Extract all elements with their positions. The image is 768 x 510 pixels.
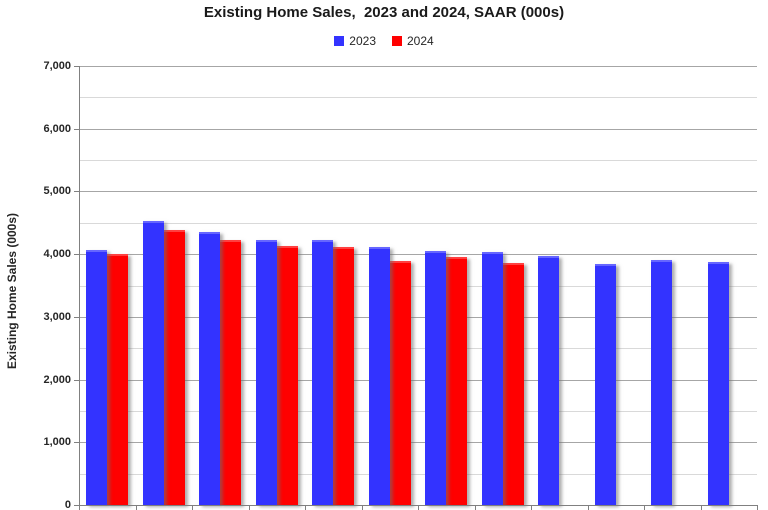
y-tick-label: 6,000 xyxy=(43,122,71,135)
legend-swatch-2024 xyxy=(392,36,402,46)
x-tick-mark xyxy=(757,505,758,510)
bar-2023 xyxy=(142,220,164,505)
y-tick-label: 5,000 xyxy=(43,185,71,198)
major-gridline xyxy=(79,66,757,67)
y-tick-mark xyxy=(74,128,79,130)
minor-gridline xyxy=(79,285,757,287)
major-gridline xyxy=(79,316,757,318)
bar-2024 xyxy=(276,246,298,505)
x-tick-mark xyxy=(531,505,532,510)
minor-gridline xyxy=(79,410,757,412)
y-tick-mark xyxy=(74,191,79,193)
bar-2024 xyxy=(107,254,129,505)
bar-2023 xyxy=(86,249,108,505)
bar-2024 xyxy=(389,261,411,505)
bar-2023 xyxy=(368,247,390,505)
x-tick-mark xyxy=(700,505,702,510)
y-tick-mark xyxy=(74,379,79,381)
bar-2024 xyxy=(333,247,355,505)
bar-2023 xyxy=(481,251,503,505)
y-tick-label: 4,000 xyxy=(43,248,71,261)
bar-2024 xyxy=(163,230,185,505)
minor-gridline xyxy=(79,160,757,162)
bar-2024 xyxy=(446,257,468,505)
minor-gridline xyxy=(79,97,757,99)
bar-2023 xyxy=(199,232,221,505)
y-tick-label: 2,000 xyxy=(43,373,71,386)
y-tick-label: 7,000 xyxy=(43,60,71,72)
bar-2023 xyxy=(707,261,729,505)
major-gridline xyxy=(79,379,757,381)
y-tick-mark xyxy=(74,66,79,67)
y-tick-label: 0 xyxy=(64,499,71,510)
x-tick-mark xyxy=(418,505,419,510)
y-tick-mark xyxy=(74,505,79,506)
y-axis-line xyxy=(79,66,80,510)
bar-2023 xyxy=(594,263,616,505)
bar-2023 xyxy=(255,240,277,505)
y-tick-mark xyxy=(74,442,79,444)
bar-2023 xyxy=(538,256,560,505)
x-tick-mark xyxy=(305,505,306,510)
y-tick-label: 1,000 xyxy=(43,436,71,449)
x-tick-mark xyxy=(192,505,193,510)
y-tick-mark xyxy=(74,316,79,318)
x-tick-mark xyxy=(587,505,589,510)
legend-label-2024: 2024 xyxy=(407,34,434,48)
legend-label-2023: 2023 xyxy=(349,34,376,48)
minor-gridline xyxy=(79,348,757,350)
x-tick-mark xyxy=(474,505,476,510)
minor-gridline xyxy=(79,222,757,224)
y-tick-label: 3,000 xyxy=(43,310,71,323)
major-gridline xyxy=(79,254,757,256)
legend-item-2023: 2023 xyxy=(334,34,376,48)
x-tick-mark xyxy=(361,505,363,510)
y-tick-mark xyxy=(74,254,79,256)
chart-title: Existing Home Sales, 2023 and 2024, SAAR… xyxy=(203,4,565,21)
bar-2023 xyxy=(425,251,447,505)
x-tick-mark xyxy=(79,505,80,510)
bar-2023 xyxy=(312,240,334,505)
x-tick-mark xyxy=(135,505,137,510)
major-gridline xyxy=(79,191,757,193)
bar-2023 xyxy=(651,259,673,505)
legend-item-2024: 2024 xyxy=(392,34,434,48)
x-tick-mark xyxy=(248,505,250,510)
legend: 2023 2024 xyxy=(0,34,768,48)
major-gridline xyxy=(79,442,757,444)
major-gridline xyxy=(79,128,757,130)
x-tick-mark xyxy=(644,505,645,510)
legend-swatch-2023 xyxy=(334,36,345,46)
bar-2024 xyxy=(220,240,242,505)
minor-gridline xyxy=(79,473,757,475)
bar-2024 xyxy=(502,262,524,505)
